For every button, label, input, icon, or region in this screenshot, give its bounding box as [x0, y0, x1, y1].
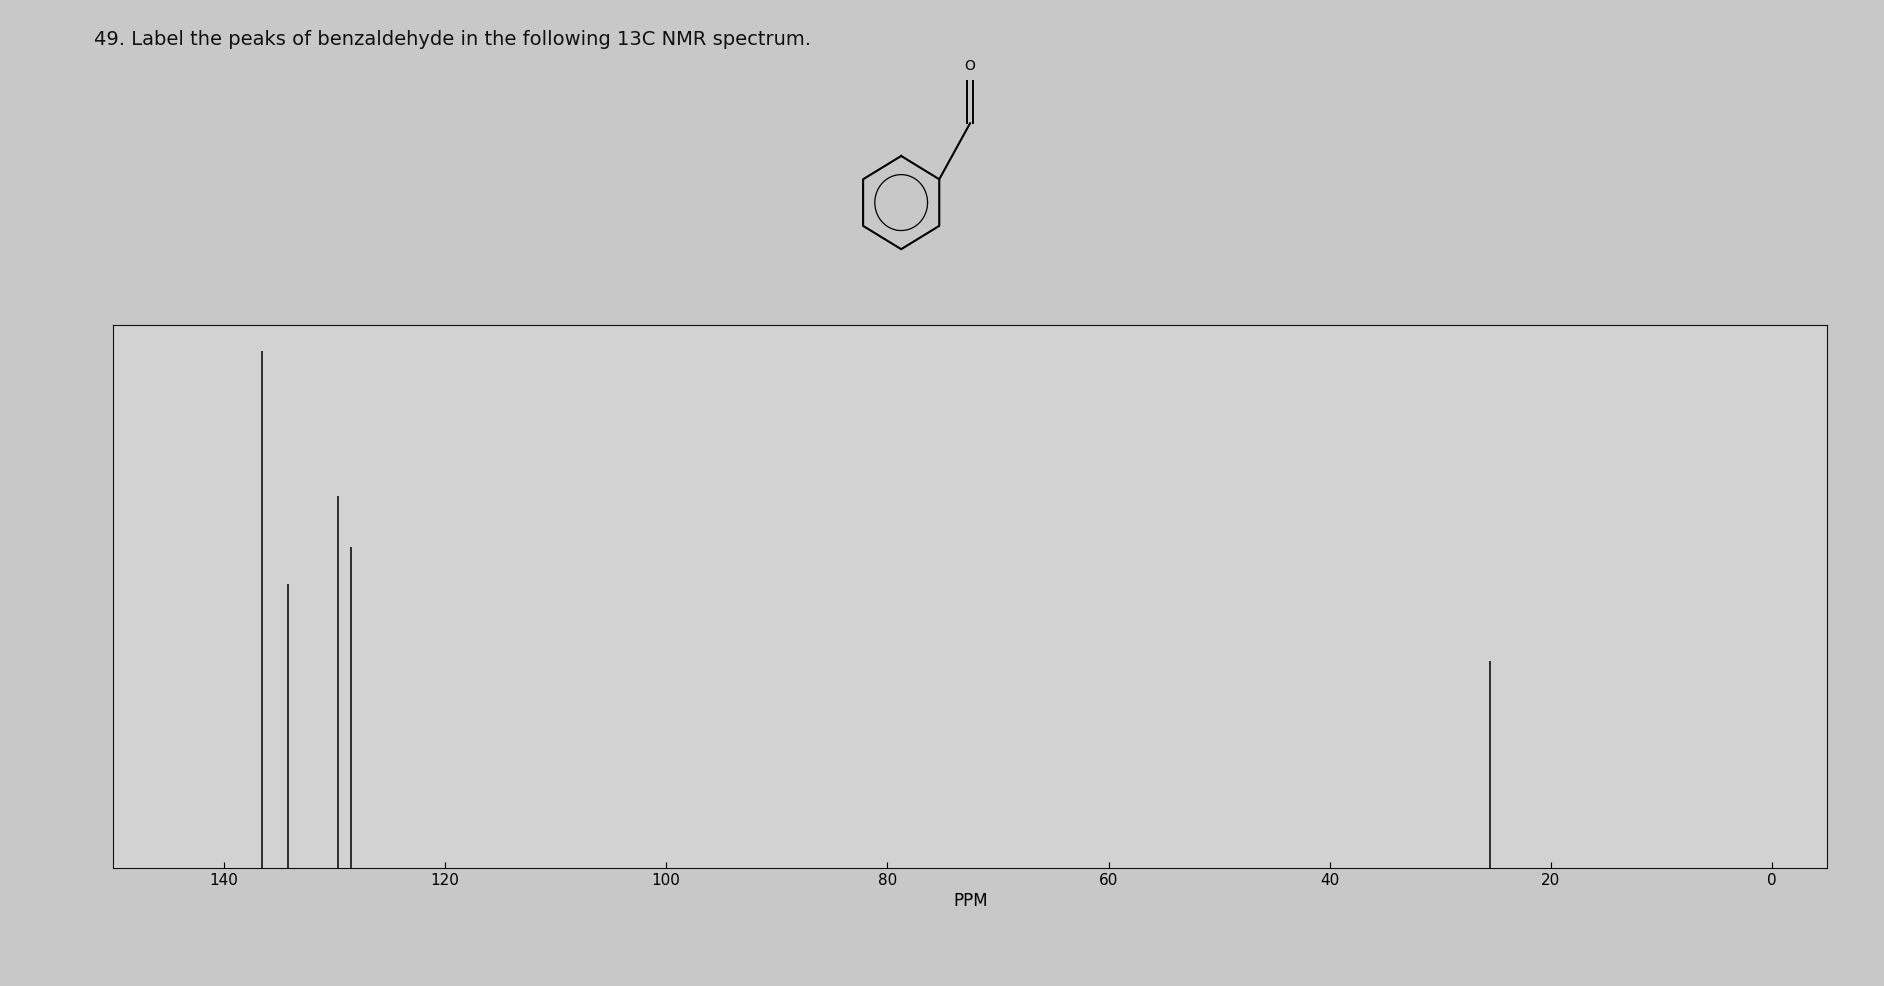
- X-axis label: PPM: PPM: [953, 891, 987, 910]
- Text: O: O: [965, 59, 976, 73]
- Text: 49. Label the peaks of benzaldehyde in the following 13C NMR spectrum.: 49. Label the peaks of benzaldehyde in t…: [94, 30, 812, 48]
